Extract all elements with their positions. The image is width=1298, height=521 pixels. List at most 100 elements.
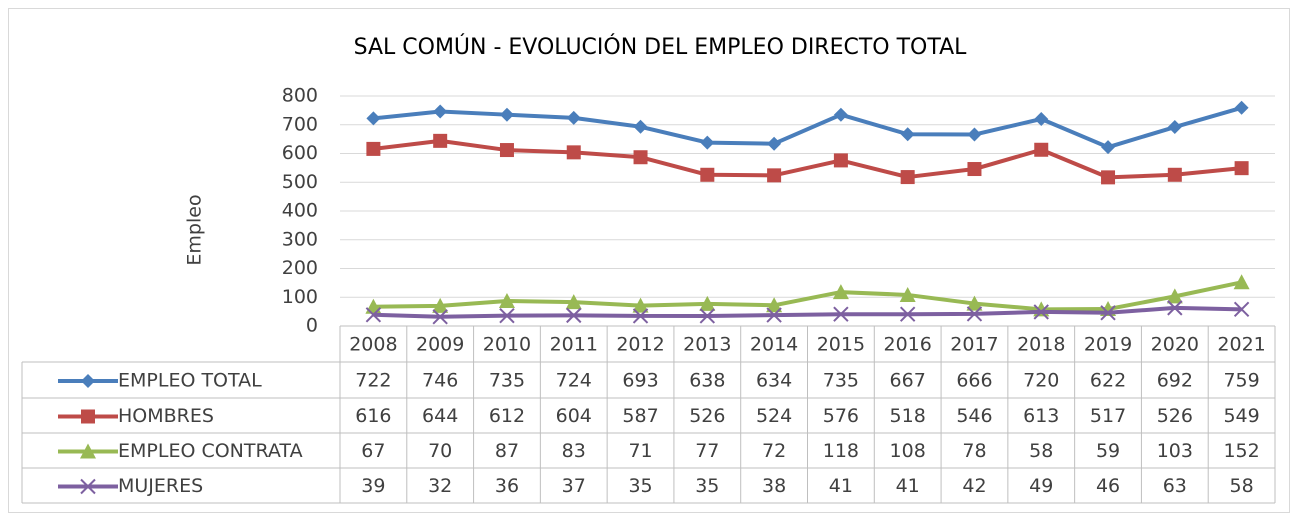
table-value: 41 bbox=[896, 475, 920, 497]
legend-label: MUJERES bbox=[118, 475, 203, 497]
table-value: 546 bbox=[956, 405, 992, 427]
marker bbox=[1167, 120, 1182, 135]
marker bbox=[900, 127, 915, 142]
y-tick-label: 300 bbox=[282, 228, 318, 250]
series-line bbox=[373, 105, 1243, 150]
marker bbox=[900, 170, 915, 185]
table-value: 41 bbox=[829, 475, 853, 497]
table-value: 526 bbox=[689, 405, 725, 427]
table-value: 58 bbox=[1029, 440, 1053, 462]
legend-label: EMPLEO CONTRATA bbox=[118, 440, 303, 462]
chart-border bbox=[8, 8, 1290, 513]
marker bbox=[499, 307, 515, 324]
table-value: 524 bbox=[756, 405, 792, 427]
table-value: 587 bbox=[622, 405, 658, 427]
marker bbox=[633, 119, 648, 134]
table-value: 692 bbox=[1157, 370, 1193, 392]
table-value: 59 bbox=[1096, 440, 1120, 462]
table-value: 622 bbox=[1090, 370, 1126, 392]
marker bbox=[566, 307, 582, 324]
table-value: 49 bbox=[1029, 475, 1053, 497]
table-value: 517 bbox=[1090, 405, 1126, 427]
table-value: 666 bbox=[956, 370, 992, 392]
table-value: 103 bbox=[1157, 440, 1193, 462]
x-tick-label: 2019 bbox=[1084, 334, 1132, 356]
marker bbox=[1100, 305, 1116, 321]
marker bbox=[433, 104, 448, 119]
marker bbox=[699, 308, 716, 324]
marker bbox=[700, 167, 715, 182]
legend-label: EMPLEO TOTAL bbox=[118, 370, 262, 392]
table-value: 722 bbox=[355, 370, 391, 392]
marker bbox=[81, 409, 95, 424]
marker bbox=[432, 297, 449, 313]
marker bbox=[699, 295, 716, 311]
table-value: 38 bbox=[762, 475, 786, 497]
series-line bbox=[373, 305, 1242, 319]
marker bbox=[700, 135, 715, 150]
marker bbox=[966, 295, 983, 311]
table-value: 37 bbox=[562, 475, 586, 497]
marker bbox=[632, 308, 649, 324]
marker bbox=[499, 143, 514, 158]
marker bbox=[1167, 300, 1183, 316]
table-value: 759 bbox=[1223, 370, 1259, 392]
marker bbox=[1167, 167, 1182, 182]
marker bbox=[966, 306, 983, 322]
marker bbox=[432, 309, 448, 325]
marker bbox=[498, 292, 515, 308]
table-value: 735 bbox=[823, 370, 859, 392]
table-value: 72 bbox=[762, 440, 786, 462]
table-value: 746 bbox=[422, 370, 458, 392]
table-value: 634 bbox=[756, 370, 792, 392]
y-tick-label: 800 bbox=[282, 85, 318, 107]
x-tick-label: 2008 bbox=[349, 334, 397, 356]
table-value: 724 bbox=[556, 370, 592, 392]
table-value: 39 bbox=[361, 475, 385, 497]
marker bbox=[766, 307, 782, 323]
table-value: 108 bbox=[890, 440, 926, 462]
y-tick-label: 400 bbox=[282, 200, 318, 222]
y-tick-label: 200 bbox=[282, 257, 318, 279]
series-line bbox=[373, 138, 1242, 180]
table-value: 518 bbox=[890, 405, 926, 427]
marker bbox=[365, 307, 382, 323]
marker bbox=[899, 286, 916, 302]
table-value: 46 bbox=[1096, 475, 1120, 497]
marker bbox=[366, 141, 381, 156]
marker bbox=[1101, 170, 1116, 185]
marker bbox=[1033, 304, 1049, 320]
y-tick-label: 600 bbox=[282, 142, 318, 164]
x-tick-label: 2016 bbox=[883, 334, 931, 356]
marker bbox=[967, 127, 982, 142]
table-value: 58 bbox=[1230, 475, 1254, 497]
table-value: 78 bbox=[962, 440, 986, 462]
table-value: 77 bbox=[695, 440, 719, 462]
x-tick-label: 2021 bbox=[1217, 334, 1265, 356]
table-value: 35 bbox=[628, 475, 652, 497]
table-value: 152 bbox=[1223, 440, 1259, 462]
table-value: 35 bbox=[695, 475, 719, 497]
marker bbox=[1233, 274, 1250, 290]
series-line bbox=[373, 280, 1243, 312]
marker bbox=[833, 153, 848, 168]
x-tick-label: 2020 bbox=[1151, 334, 1199, 356]
marker bbox=[767, 136, 782, 151]
marker bbox=[566, 110, 581, 125]
x-tick-label: 2017 bbox=[950, 334, 998, 356]
legend-label: HOMBRES bbox=[118, 405, 214, 427]
x-tick-label: 2015 bbox=[817, 334, 865, 356]
x-tick-label: 2011 bbox=[550, 334, 598, 356]
table-value: 604 bbox=[556, 405, 592, 427]
table-value: 87 bbox=[495, 440, 519, 462]
table-value: 612 bbox=[489, 405, 525, 427]
marker bbox=[81, 374, 95, 388]
marker bbox=[633, 150, 648, 165]
marker bbox=[833, 306, 849, 322]
table-value: 118 bbox=[823, 440, 859, 462]
table-value: 638 bbox=[689, 370, 725, 392]
table-value: 67 bbox=[361, 440, 385, 462]
table-value: 70 bbox=[428, 440, 452, 462]
marker bbox=[832, 284, 849, 300]
